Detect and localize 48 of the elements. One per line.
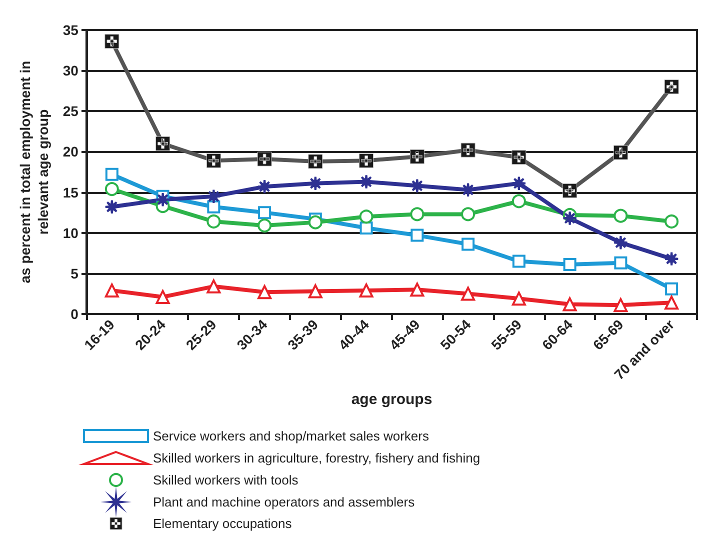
point bbox=[614, 256, 628, 270]
point bbox=[512, 194, 526, 208]
point bbox=[410, 282, 424, 297]
point bbox=[207, 200, 220, 214]
y-tick-label: 25 bbox=[62, 103, 79, 120]
point bbox=[664, 214, 679, 228]
point bbox=[614, 208, 628, 223]
point bbox=[359, 283, 374, 298]
point bbox=[156, 290, 170, 304]
point bbox=[461, 207, 476, 222]
point bbox=[105, 168, 118, 181]
point bbox=[562, 210, 578, 226]
y-axis-title: as percent in total employment in relevant age group bbox=[17, 60, 51, 284]
point bbox=[562, 297, 577, 312]
point bbox=[360, 221, 373, 234]
y-tick-label: 15 bbox=[62, 184, 79, 200]
point bbox=[664, 296, 679, 310]
point bbox=[614, 298, 628, 312]
y-tick-label: 10 bbox=[62, 224, 79, 241]
point bbox=[258, 285, 272, 300]
point bbox=[410, 207, 424, 222]
y-tick-label: 5 bbox=[70, 265, 79, 282]
point bbox=[359, 210, 374, 224]
legend-label: Elementary occupations bbox=[153, 516, 292, 531]
y-tick-label: 30 bbox=[62, 62, 79, 79]
point bbox=[462, 238, 475, 251]
point bbox=[206, 279, 221, 294]
point bbox=[258, 218, 272, 233]
y-tick-label: 35 bbox=[62, 22, 79, 38]
point bbox=[104, 182, 119, 196]
y-tick-label: 20 bbox=[62, 144, 79, 160]
point bbox=[308, 215, 322, 230]
point bbox=[410, 228, 424, 242]
point bbox=[104, 283, 119, 298]
point bbox=[461, 286, 476, 301]
legend-label: Plant and machine operators and assemblers bbox=[153, 494, 416, 510]
x-axis-title: age groups bbox=[351, 391, 432, 408]
y-tick-label: 0 bbox=[70, 306, 79, 322]
legend-label: Skilled workers with tools bbox=[153, 472, 299, 488]
point bbox=[258, 206, 272, 220]
legend-label: Skilled workers in agriculture, forestry, fishery and fishing bbox=[153, 450, 480, 466]
legend-label: Service workers and shop/market sales workers bbox=[153, 428, 430, 444]
point bbox=[206, 214, 221, 228]
point bbox=[512, 254, 526, 268]
point bbox=[308, 284, 322, 298]
point bbox=[512, 292, 526, 306]
point bbox=[563, 258, 576, 272]
point bbox=[665, 282, 678, 296]
